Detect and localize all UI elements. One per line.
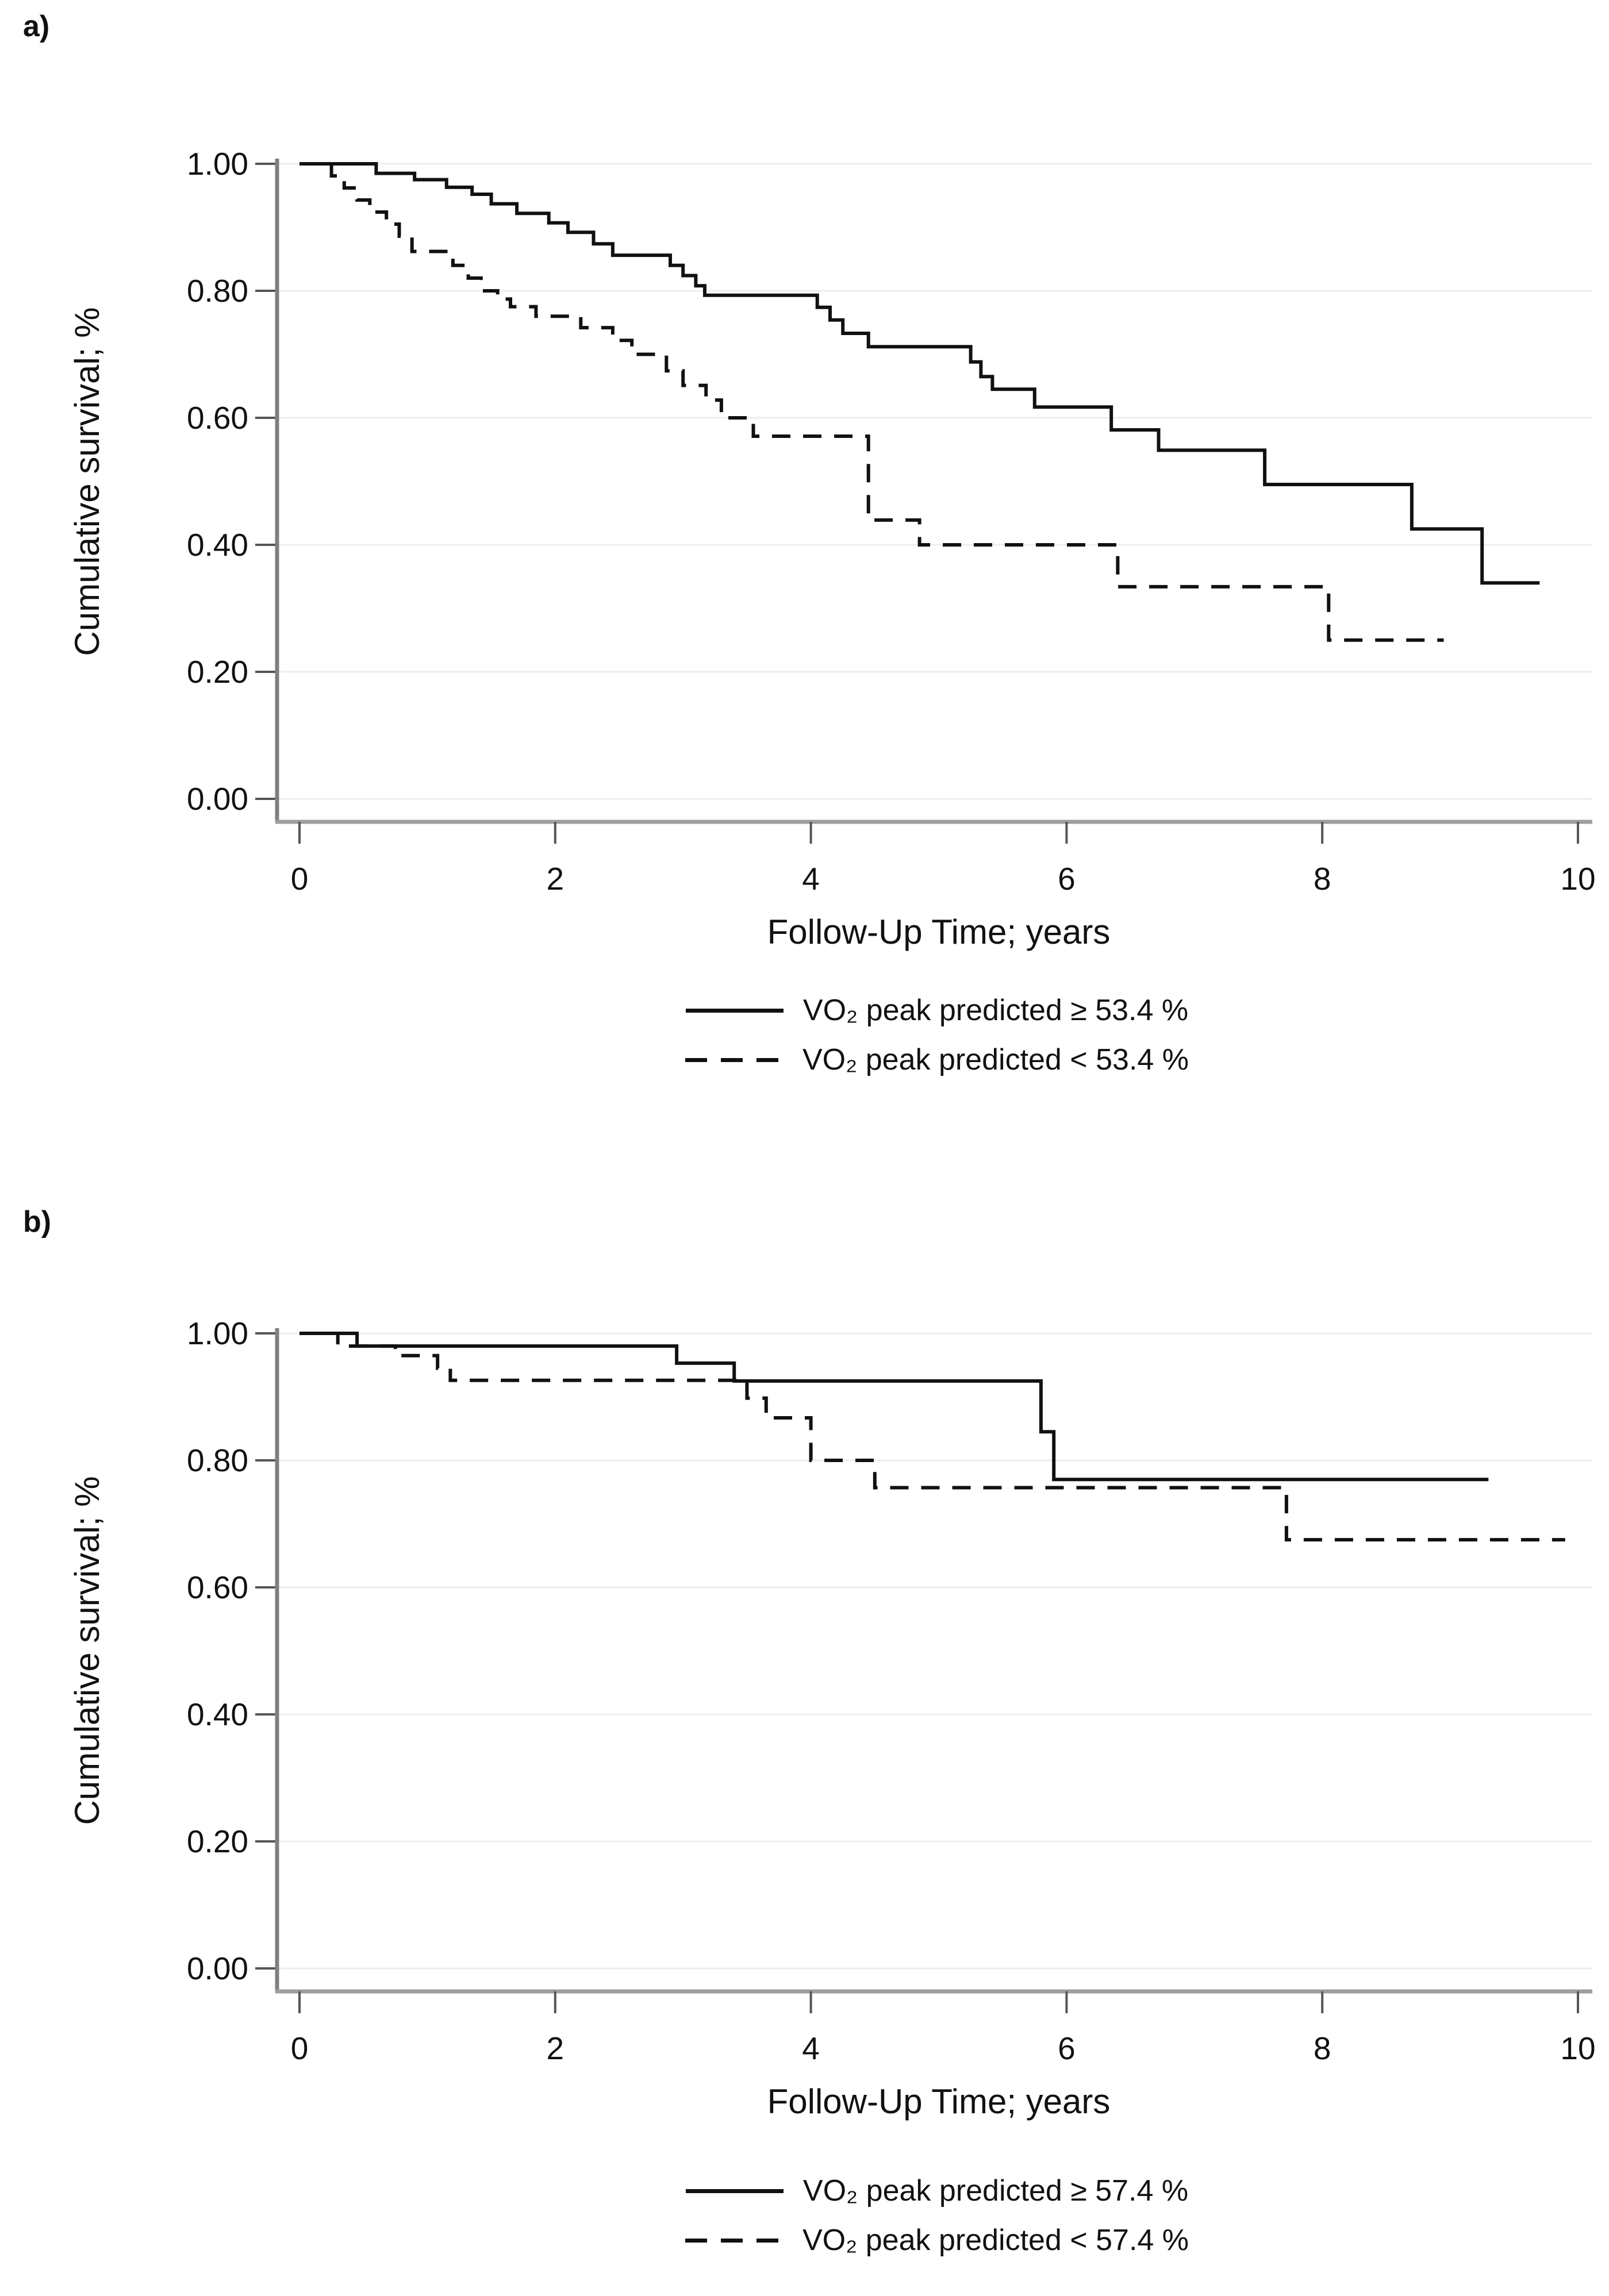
legend-a-dashed-label: VO₂ peak predicted < 53.4 % bbox=[802, 1043, 1189, 1076]
x-tick-label: 4 bbox=[802, 861, 820, 897]
legend-a-solid-label: VO₂ peak predicted ≥ 53.4 % bbox=[802, 994, 1189, 1027]
solid-line-swatch bbox=[685, 2189, 784, 2193]
chart-a-y-axis-title: Cumulative survival; % bbox=[68, 307, 106, 656]
legend-a-row-dashed: VO₂ peak predicted < 53.4 % bbox=[685, 1043, 1189, 1077]
legend-a: VO₂ peak predicted ≥ 53.4 % VO₂ peak pre… bbox=[287, 993, 1587, 1077]
x-tick-label: 8 bbox=[1314, 2030, 1331, 2066]
y-tick-label: 0.20 bbox=[187, 1824, 248, 1859]
chart-b-x-axis-title: Follow-Up Time; years bbox=[767, 2082, 1111, 2121]
y-tick-label: 0.60 bbox=[187, 1570, 248, 1605]
x-tick-label: 10 bbox=[1560, 861, 1595, 897]
legend-b: VO₂ peak predicted ≥ 57.4 % VO₂ peak pre… bbox=[287, 2174, 1587, 2257]
y-tick-label: 0.20 bbox=[187, 654, 248, 690]
y-tick-label: 0.00 bbox=[187, 1951, 248, 1986]
legend-b-solid-label: VO₂ peak predicted ≥ 57.4 % bbox=[802, 2174, 1189, 2207]
x-tick-label: 4 bbox=[802, 2030, 820, 2066]
chart-b-y-axis-title: Cumulative survival; % bbox=[68, 1476, 106, 1825]
y-tick-label: 1.00 bbox=[187, 146, 248, 182]
x-tick-label: 10 bbox=[1560, 2030, 1595, 2066]
y-tick-label: 0.60 bbox=[187, 400, 248, 436]
survival-curve-solid bbox=[299, 162, 1540, 585]
dashed-line-swatch bbox=[685, 1057, 783, 1062]
y-tick-label: 1.00 bbox=[187, 1316, 248, 1351]
y-tick-label: 0.40 bbox=[187, 527, 248, 563]
plot-b: 1.00 0.80 0.60 0.40 0.20 0.00 0 2 4 6 8 10 bbox=[187, 1316, 1596, 2066]
x-tick-label: 0 bbox=[291, 2030, 309, 2066]
x-tick-label: 0 bbox=[291, 861, 309, 897]
legend-a-row-solid: VO₂ peak predicted ≥ 53.4 % bbox=[685, 993, 1189, 1028]
x-tick-label: 8 bbox=[1314, 861, 1331, 897]
y-tick-label: 0.80 bbox=[187, 273, 248, 309]
y-tick-label: 0.80 bbox=[187, 1443, 248, 1478]
plot-a: 1.00 0.80 0.60 0.40 0.20 0.00 0 2 4 6 8 10 bbox=[187, 146, 1596, 897]
chart-a-x-axis-title: Follow-Up Time; years bbox=[767, 913, 1111, 951]
x-tick-label: 6 bbox=[1058, 2030, 1076, 2066]
solid-line-swatch bbox=[685, 1008, 784, 1013]
y-tick-label: 0.40 bbox=[187, 1697, 248, 1732]
x-tick-label: 6 bbox=[1058, 861, 1076, 897]
x-tick-label: 2 bbox=[547, 861, 565, 897]
dashed-line-swatch bbox=[685, 2238, 783, 2243]
legend-b-row-dashed: VO₂ peak predicted < 57.4 % bbox=[685, 2223, 1189, 2257]
survival-curve-dashed bbox=[299, 1332, 1565, 1542]
panel-b-label: b) bbox=[23, 1205, 52, 1239]
legend-b-row-solid: VO₂ peak predicted ≥ 57.4 % bbox=[685, 2174, 1189, 2208]
y-tick-label: 0.00 bbox=[187, 781, 248, 817]
legend-b-dashed-label: VO₂ peak predicted < 57.4 % bbox=[802, 2224, 1189, 2257]
x-tick-label: 2 bbox=[547, 2030, 565, 2066]
panel-a-label: a) bbox=[23, 10, 50, 43]
survival-curve-solid bbox=[299, 1332, 1489, 1482]
survival-curve-dashed bbox=[299, 162, 1444, 642]
